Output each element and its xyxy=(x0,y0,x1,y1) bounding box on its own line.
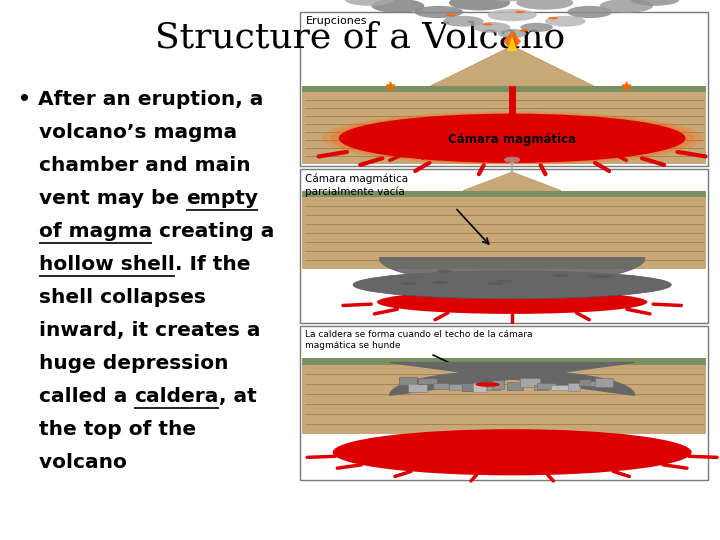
Ellipse shape xyxy=(598,275,614,278)
Ellipse shape xyxy=(548,17,558,19)
Ellipse shape xyxy=(504,157,521,163)
Text: creating a: creating a xyxy=(152,222,274,241)
Bar xyxy=(473,382,486,392)
Bar xyxy=(534,385,548,390)
Text: the top of the: the top of the xyxy=(18,420,196,439)
Text: hollow shell: hollow shell xyxy=(39,255,175,274)
Bar xyxy=(449,384,464,390)
Ellipse shape xyxy=(521,23,553,32)
Text: La caldera se forma cuando el techo de la cámara
magmática se hunde: La caldera se forma cuando el techo de l… xyxy=(305,330,533,350)
Bar xyxy=(418,378,437,384)
Text: caldera: caldera xyxy=(135,387,219,406)
Ellipse shape xyxy=(516,11,526,13)
Ellipse shape xyxy=(333,429,692,475)
Ellipse shape xyxy=(487,282,503,285)
Ellipse shape xyxy=(339,113,685,163)
Ellipse shape xyxy=(475,0,549,1)
Bar xyxy=(568,383,580,391)
Polygon shape xyxy=(379,258,645,284)
Ellipse shape xyxy=(475,382,500,387)
Point xyxy=(621,82,632,90)
Text: Erupciones: Erupciones xyxy=(306,16,367,26)
Bar xyxy=(579,379,591,386)
Bar xyxy=(551,385,570,390)
Ellipse shape xyxy=(449,0,510,10)
Text: Cámara magmática
parcialmente vacía: Cámara magmática parcialmente vacía xyxy=(305,173,408,197)
Text: •: • xyxy=(18,90,38,109)
Bar xyxy=(537,383,557,389)
Ellipse shape xyxy=(443,16,484,26)
Bar xyxy=(302,197,706,269)
Ellipse shape xyxy=(436,269,452,273)
Text: shell collapses: shell collapses xyxy=(18,288,206,307)
Bar xyxy=(300,169,708,323)
Bar xyxy=(595,379,613,387)
Ellipse shape xyxy=(372,0,424,13)
Point xyxy=(384,82,395,90)
Polygon shape xyxy=(463,172,561,191)
Ellipse shape xyxy=(377,290,647,314)
Text: Structure of a Volcano: Structure of a Volcano xyxy=(155,20,565,54)
Bar xyxy=(302,364,706,434)
Ellipse shape xyxy=(321,111,703,165)
Polygon shape xyxy=(302,92,706,164)
Text: volcano’s magma: volcano’s magma xyxy=(18,123,237,142)
Ellipse shape xyxy=(545,16,585,26)
Text: huge depression: huge depression xyxy=(18,354,228,373)
Polygon shape xyxy=(431,46,594,86)
Ellipse shape xyxy=(345,0,394,6)
Ellipse shape xyxy=(588,275,604,278)
Ellipse shape xyxy=(600,0,653,13)
Ellipse shape xyxy=(474,22,510,33)
Bar xyxy=(433,383,449,389)
Text: . If the: . If the xyxy=(175,255,251,274)
Polygon shape xyxy=(390,362,634,395)
Bar xyxy=(302,359,706,364)
Text: chamber and main: chamber and main xyxy=(18,156,251,175)
Bar xyxy=(462,383,478,390)
Ellipse shape xyxy=(496,280,513,282)
Ellipse shape xyxy=(631,0,680,6)
Text: volcano: volcano xyxy=(18,453,127,472)
Bar xyxy=(487,382,500,390)
Ellipse shape xyxy=(446,14,456,16)
Bar xyxy=(302,191,706,197)
Bar xyxy=(634,359,706,364)
Text: empty: empty xyxy=(186,189,258,208)
Bar xyxy=(590,381,606,386)
Bar xyxy=(300,326,708,480)
Ellipse shape xyxy=(516,0,573,10)
Ellipse shape xyxy=(330,112,694,164)
Text: Cámara magmática: Cámara magmática xyxy=(448,133,576,146)
Text: of magma: of magma xyxy=(39,222,152,241)
Bar xyxy=(507,382,523,389)
Ellipse shape xyxy=(519,29,529,32)
Text: inward, it creates a: inward, it creates a xyxy=(18,321,261,340)
Bar xyxy=(399,377,417,384)
Ellipse shape xyxy=(400,282,417,285)
Polygon shape xyxy=(504,32,520,51)
Polygon shape xyxy=(508,38,516,51)
Bar xyxy=(302,359,390,364)
Ellipse shape xyxy=(353,271,671,299)
Bar xyxy=(300,12,708,166)
Ellipse shape xyxy=(498,29,526,38)
Ellipse shape xyxy=(567,6,612,18)
Ellipse shape xyxy=(487,9,536,21)
Bar xyxy=(492,380,504,389)
Ellipse shape xyxy=(482,23,492,25)
Bar xyxy=(520,378,539,387)
Ellipse shape xyxy=(433,281,449,284)
Ellipse shape xyxy=(553,274,569,277)
Text: , at: , at xyxy=(219,387,256,406)
Ellipse shape xyxy=(414,6,463,18)
Bar xyxy=(408,384,427,391)
Text: called a: called a xyxy=(18,387,135,406)
Bar xyxy=(302,86,706,92)
Text: vent may be: vent may be xyxy=(18,189,186,208)
Text: After an eruption, a: After an eruption, a xyxy=(38,90,264,109)
